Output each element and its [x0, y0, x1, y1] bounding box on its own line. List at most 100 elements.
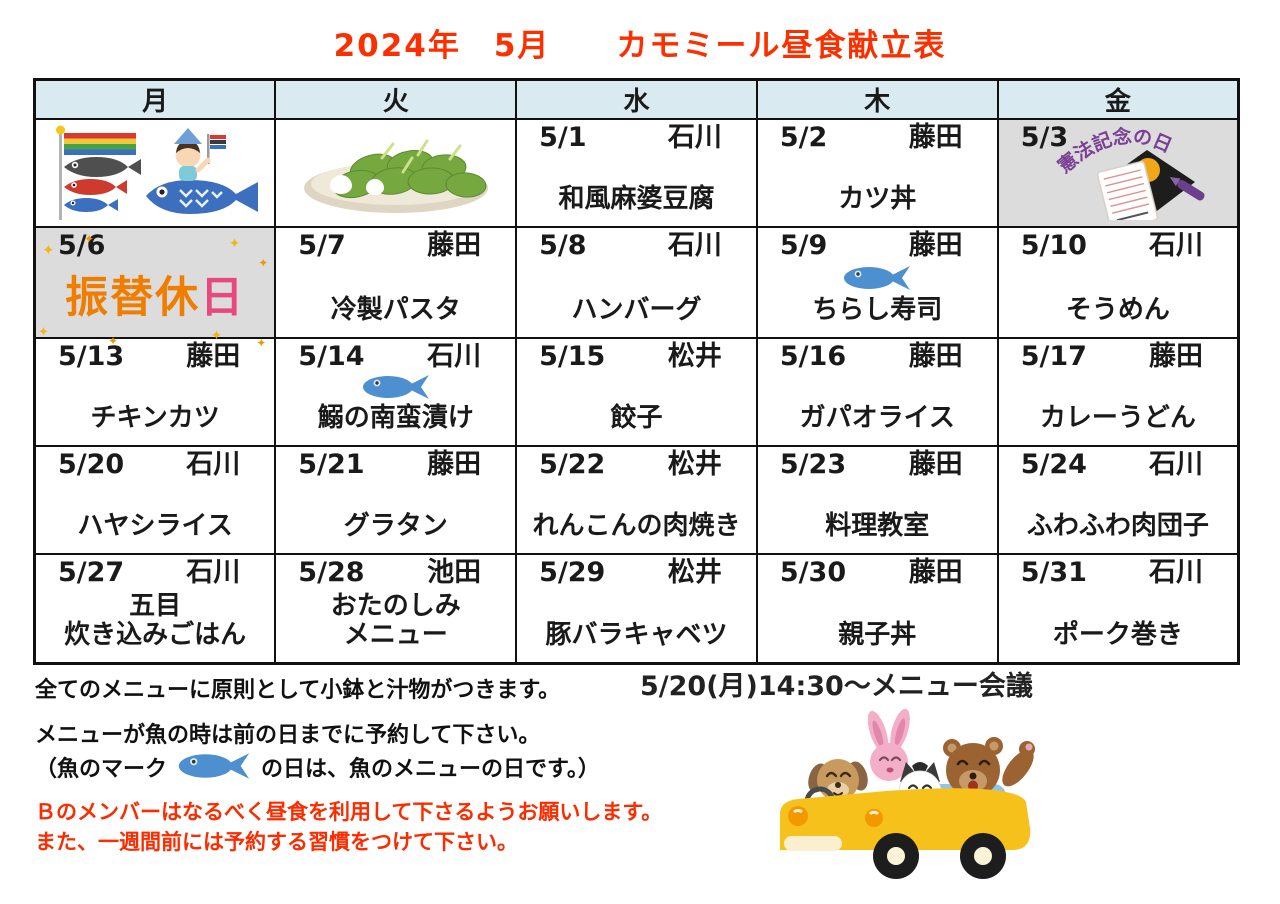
cell-staff: 石川 — [667, 122, 722, 153]
cell-date: 5/24 — [1020, 448, 1087, 480]
cell-menu: 料理教室 — [825, 510, 930, 541]
cell-menu: 豚バラキャベツ — [545, 620, 728, 651]
star-icon: ✦ — [210, 327, 223, 344]
star-icon: ✦ — [228, 235, 241, 252]
cell-menu: 冷製パスタ — [330, 294, 461, 325]
calendar-cell-5-8: 5/8 石川 ハンバーグ — [515, 226, 758, 339]
cell-date: 5/7 — [298, 230, 346, 261]
cell-staff: 藤田 — [427, 230, 482, 261]
cell-staff: 石川 — [667, 230, 722, 261]
week-row-4: 5/20 石川 ハヤシライス 5/21 藤田 グラタン 5/22 松井 れんこんの肉焼… — [33, 444, 1240, 555]
calendar-cell-5-10: 5/10 石川 そうめん — [996, 226, 1240, 339]
weekday-header-tue: 火 — [274, 78, 518, 120]
week-row-3: 5/13 藤田 チキンカツ 5/14 石川 — [33, 336, 1240, 447]
note-fish-line1: メニューが魚の時は前の日までに予約して下さい。 — [35, 723, 541, 748]
cell-menu: れんこんの肉焼き — [532, 510, 741, 541]
cell-menu: ガパオライス — [799, 402, 955, 433]
cell-menu: 餃子 — [610, 402, 663, 433]
note-red-request: Ｂのメンバーはなるべく昼食を利用して下さるようお願いします。 また、一週間前には… — [35, 797, 662, 858]
week-row-5: 5/27 石川 五目 炊き込みごはん 5/28 池田 おたのしみ メニュー 5/29… — [33, 552, 1240, 665]
cell-date: 5/20 — [58, 448, 125, 480]
constitution-day-illustration-icon: 憲法記念の日 — [1053, 124, 1205, 220]
cell-menu: そうめん — [1065, 294, 1170, 325]
calendar-cell-5-28: 5/28 池田 おたのしみ メニュー — [274, 552, 518, 665]
cell-date: 5/23 — [779, 448, 847, 480]
calendar-cell-5-15: 5/15 松井 餃子 — [515, 336, 758, 447]
week-row-1: 5/1 石川 和風麻婆豆腐 5/2 藤田 カツ丼 5/3 憲法記 — [33, 118, 1240, 228]
calendar-cell-5-13: 5/13 藤田 チキンカツ — [33, 336, 277, 447]
cell-menu: カレーうどん — [1039, 402, 1196, 433]
note-menu-meeting: 5/20(月)14:30～メニュー会議 — [640, 671, 1033, 702]
cell-date: 5/30 — [779, 556, 847, 588]
note-side-dish: 全てのメニューに原則として小鉢と汁物がつきます。 — [35, 678, 561, 703]
cell-staff: 藤田 — [908, 556, 963, 588]
cell-date: 5/31 — [1020, 556, 1087, 588]
cell-date: 5/15 — [539, 340, 606, 372]
weekday-header-fri: 金 — [996, 78, 1240, 120]
calendar-cell-5-21: 5/21 藤田 グラタン — [274, 444, 518, 555]
animals-car-illustration-icon — [780, 708, 1035, 879]
cell-date: 5/28 — [298, 556, 365, 588]
cell-date: 5/27 — [58, 556, 125, 588]
cell-staff: 藤田 — [1149, 340, 1203, 372]
cell-menu: ポーク巻き — [1052, 620, 1183, 651]
calendar-cell-5-23: 5/23 藤田 料理教室 — [755, 444, 999, 555]
weekday-header-wed: 水 — [515, 78, 758, 120]
note-red-line1: Ｂのメンバーはなるべく昼食を利用して下さるようお願いします。 — [35, 800, 663, 824]
cell-staff: 松井 — [667, 340, 722, 372]
cell-menu: ふわふわ肉団子 — [1026, 510, 1209, 541]
cell-staff: 藤田 — [908, 448, 963, 480]
cell-staff: 藤田 — [186, 340, 241, 372]
note-fish-reservation: メニューが魚の時は前の日までに予約して下さい。 （魚のマーク の日は、魚のメニュ… — [35, 722, 600, 789]
kashiwa-mochi-illustration-icon — [304, 139, 489, 213]
calendar-cell-5-17: 5/17 藤田 カレーうどん — [996, 336, 1240, 447]
cell-date: 5/13 — [58, 340, 125, 372]
week-row-2: 5/6 振替休日 ✦ ✦ ✦ ✦ ✦ ✦ ✦ ✦ — [33, 226, 1240, 350]
cell-menu: チキンカツ — [90, 402, 220, 433]
cell-staff: 石川 — [427, 340, 482, 372]
note-fish-line2: （魚のマーク の日は、魚のメニューの日です。） — [35, 750, 600, 790]
star-icon: ✦ — [256, 335, 267, 350]
cell-date: 5/10 — [1020, 230, 1087, 261]
calendar-cell-5-24: 5/24 石川 ふわふわ肉団子 — [996, 444, 1240, 555]
fish-icon — [844, 266, 911, 291]
calendar-cell-5-20: 5/20 石川 ハヤシライス — [33, 444, 277, 555]
weekday-header-thu: 木 — [755, 78, 999, 120]
star-icon: ✦ — [84, 231, 95, 246]
cell-menu: グラタン — [343, 510, 448, 541]
cell-staff: 石川 — [1149, 556, 1203, 588]
cell-date: 5/17 — [1020, 340, 1087, 372]
cell-date: 5/9 — [779, 230, 828, 261]
cell-date: 5/1 — [539, 122, 587, 153]
cell-menu: ちらし寿司 — [812, 294, 943, 325]
koinobori-illustration-icon — [55, 125, 258, 220]
fish-icon — [178, 752, 250, 779]
cell-staff: 松井 — [667, 448, 722, 480]
calendar-cell-kashiwamochi — [274, 118, 518, 228]
note-red-line2: また、一週間前には予約する習慣をつけて下さい。 — [35, 830, 518, 855]
calendar-cell-koinobori — [33, 118, 277, 228]
menu-calendar-table: 月 火 水 木 金 — [33, 78, 1240, 666]
calendar-cell-5-22: 5/22 松井 れんこんの肉焼き — [515, 444, 758, 555]
cell-menu: 鰯の南蛮漬け — [317, 402, 474, 433]
substitute-holiday-label: 振替休日 ✦ ✦ ✦ ✦ ✦ ✦ ✦ ✦ — [38, 231, 269, 350]
calendar-cell-5-29: 5/29 松井 豚バラキャベツ — [515, 552, 758, 665]
cell-menu: 五目 炊き込みごはん — [64, 590, 247, 651]
cell-staff: 藤田 — [427, 448, 482, 480]
cell-staff: 池田 — [427, 556, 482, 588]
cell-date: 5/2 — [779, 122, 828, 153]
calendar-cell-5-27: 5/27 石川 五目 炊き込みごはん — [33, 552, 277, 665]
cell-staff: 石川 — [186, 556, 241, 588]
cell-menu: おたのしみ メニュー — [330, 590, 461, 651]
cell-menu: ハンバーグ — [571, 294, 702, 325]
calendar-cell-5-7: 5/7 藤田 冷製パスタ — [274, 226, 518, 339]
star-icon: ✦ — [38, 324, 49, 340]
cell-date: 5/21 — [298, 448, 365, 480]
calendar-cell-5-6-substitute-holiday: 5/6 振替休日 ✦ ✦ ✦ ✦ ✦ ✦ ✦ ✦ — [33, 226, 277, 350]
calendar-cell-5-31: 5/31 石川 ポーク巻き — [996, 552, 1240, 665]
calendar-cell-5-30: 5/30 藤田 親子丼 — [755, 552, 999, 665]
cell-date: 5/16 — [779, 340, 847, 372]
cell-menu: 親子丼 — [838, 620, 917, 651]
cell-staff: 藤田 — [908, 340, 963, 372]
